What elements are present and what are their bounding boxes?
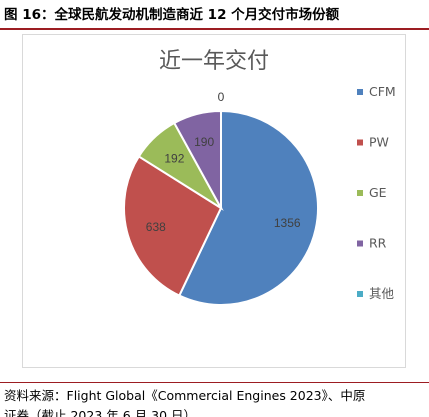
legend-swatch-PW — [357, 139, 363, 146]
legend-swatch-其他 — [357, 291, 363, 297]
chart-title: 近一年交付 — [158, 49, 269, 74]
data-label-RR: 190 — [194, 135, 214, 149]
source-note: 资料来源：Flight Global《Commercial Engines 20… — [4, 386, 425, 417]
legend-swatch-CFM — [357, 89, 363, 95]
legend-swatch-GE — [357, 190, 363, 196]
legend-label-RR: RR — [369, 236, 387, 251]
pie-slice-RR — [172, 109, 222, 209]
legend-label-GE: GE — [369, 185, 387, 200]
figure-title: 图 16：全球民航发动机制造商近 12 个月交付市场份额 — [4, 7, 340, 23]
source-line-1: 资料来源：Flight Global《Commercial Engines 20… — [4, 388, 366, 403]
legend-swatch-RR — [357, 240, 363, 247]
pie-chart: 1356 638 192 190 0 CFM PW GE RR 其他 — [123, 84, 396, 306]
source-line-2: 证券（截止 2023 年 6 月 30 日） — [4, 408, 197, 417]
data-label-GE: 192 — [164, 152, 184, 166]
legend-label-PW: PW — [369, 135, 389, 150]
legend-label-其他: 其他 — [369, 286, 395, 301]
data-label-CFM: 1356 — [274, 216, 301, 230]
pie-slice-PW — [123, 155, 223, 297]
chart-frame: 近一年交付 1356 638 192 190 0 CFM PW GE RR 其他 — [22, 34, 406, 368]
title-divider — [0, 28, 429, 30]
legend-label-CFM: CFM — [369, 84, 396, 99]
pie-slice-CFM — [177, 109, 319, 306]
data-label-其他: 0 — [218, 90, 225, 104]
data-label-PW: 638 — [146, 220, 166, 234]
source-divider — [0, 382, 429, 383]
